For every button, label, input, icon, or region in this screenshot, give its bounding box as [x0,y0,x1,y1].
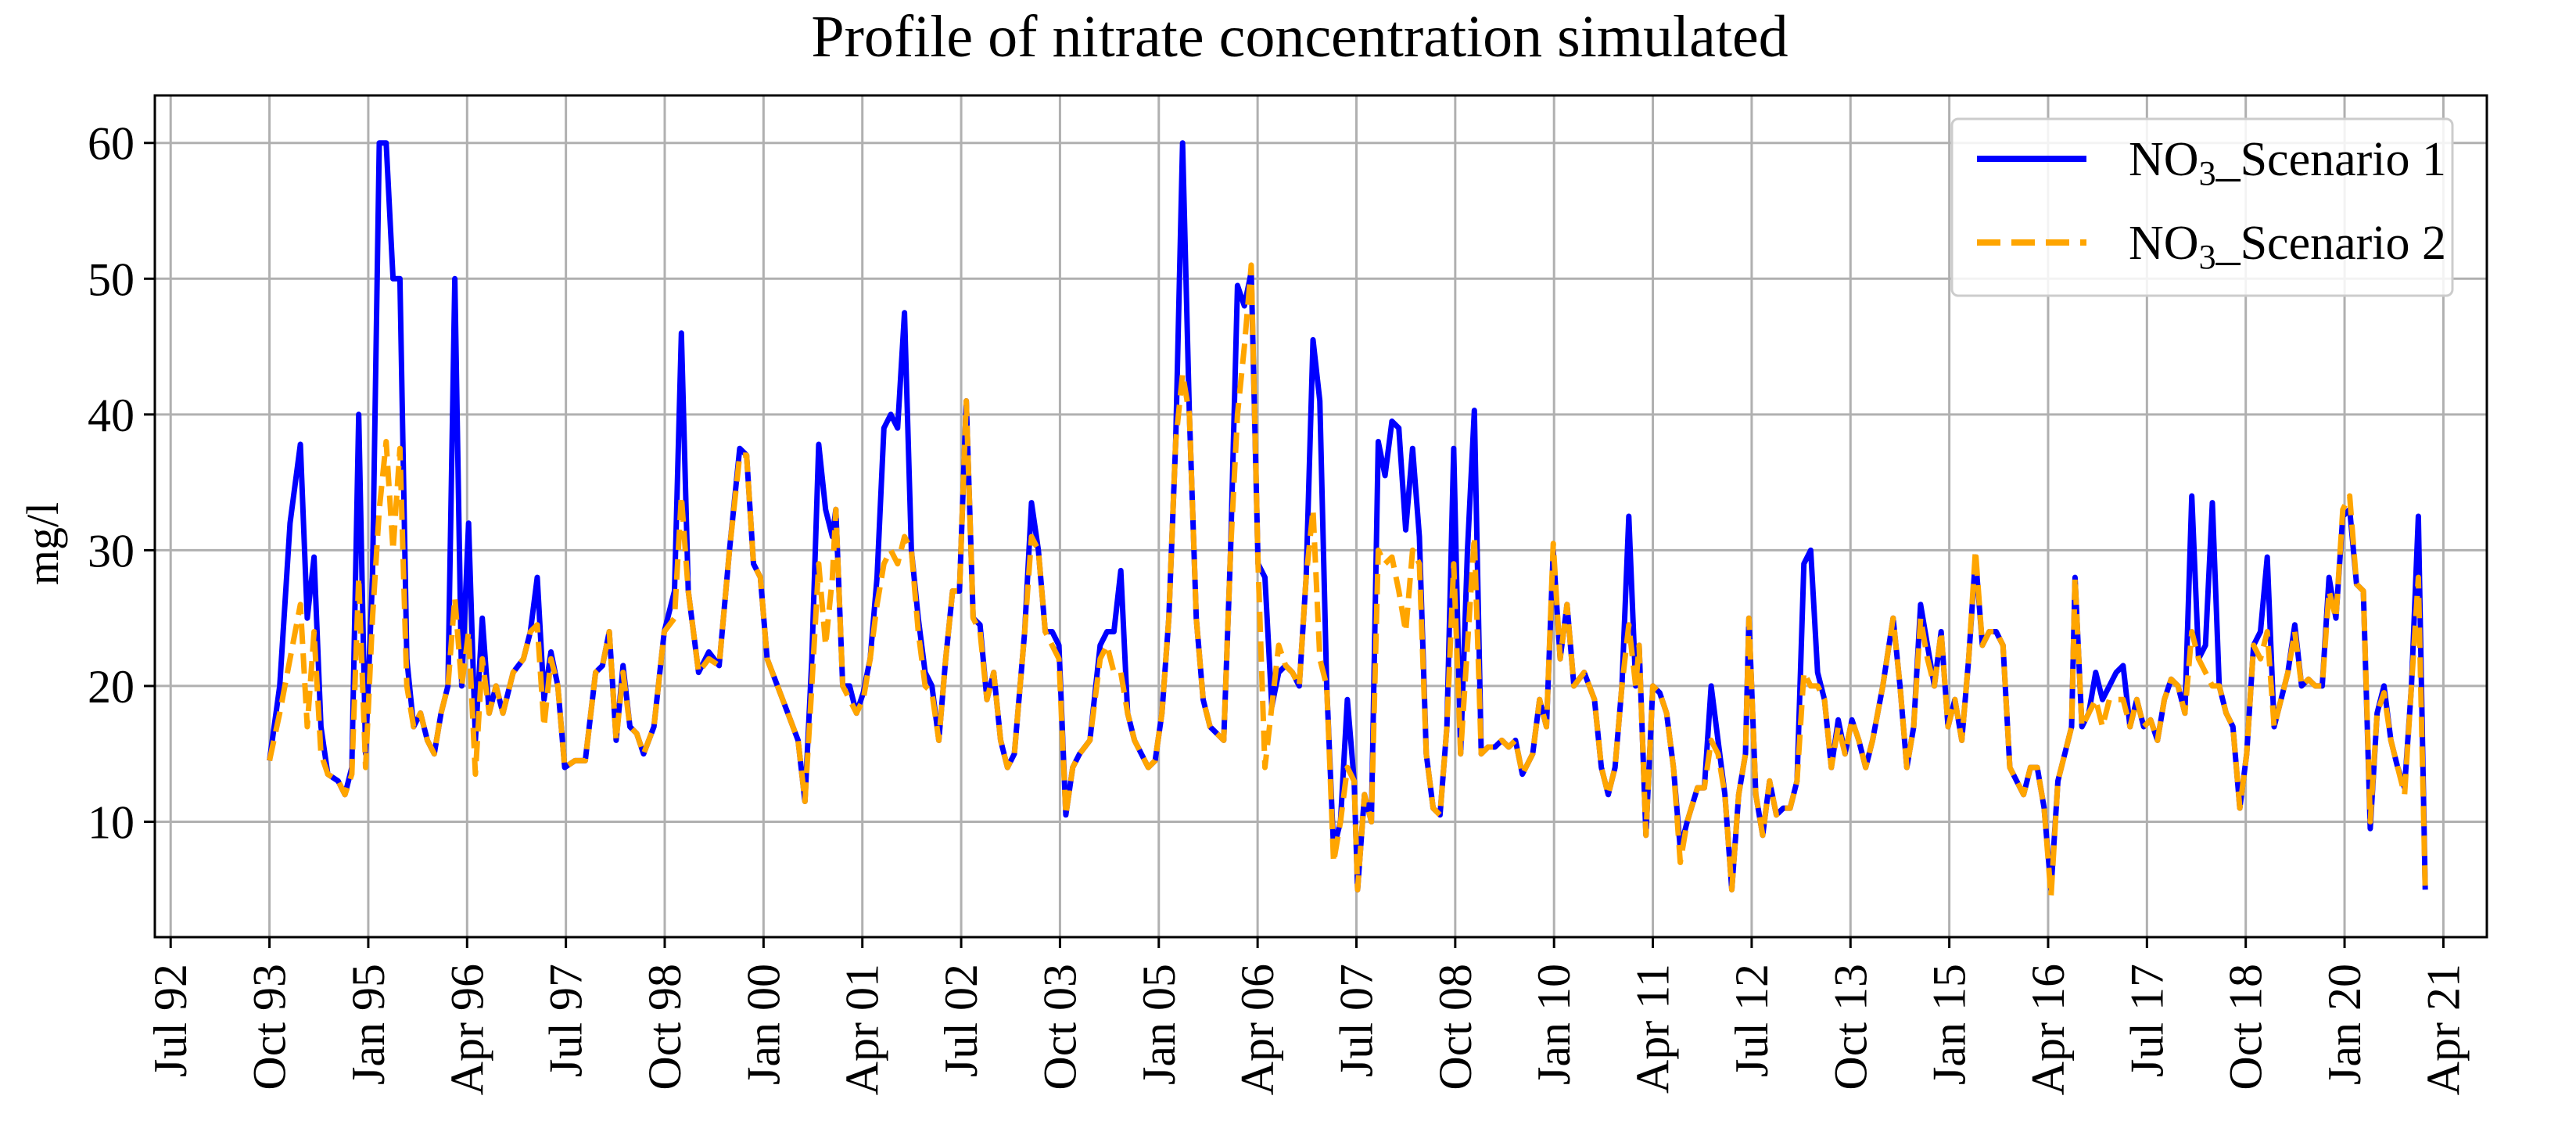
legend-box [1950,117,2454,297]
y-axis-label: mg/l [17,502,68,585]
y-tick-label: 10 [88,796,135,848]
x-tick-label: Oct 98 [639,964,691,1090]
x-tick-label: Jul 92 [145,964,196,1077]
y-tick-label: 40 [88,390,135,441]
legend-label-scenario-2: NO3_Scenario 2 [2129,217,2446,276]
x-ticks: Jul 92 Oct 93 Jan 95 Apr 96 Jul 97 Oct 98 Jan … [145,937,2469,1095]
series-layer [267,140,2428,900]
x-tick-label: Oct 08 [1430,964,1481,1090]
x-tick-label: Jan 95 [343,964,394,1085]
x-tick-label: Jan 10 [1528,964,1580,1085]
x-tick-label: Apr 21 [2417,964,2469,1095]
x-tick-label: Jan 20 [2319,964,2370,1085]
legend-label-scenario-1: NO3_Scenario 1 [2129,133,2446,192]
x-tick-label: Apr 01 [837,964,888,1095]
x-tick-label: Oct 03 [1034,964,1085,1090]
chart-title: Profile of nitrate concentration simulat… [811,4,1788,70]
x-tick-label: Oct 93 [244,964,296,1090]
x-tick-label: Jan 15 [1924,964,1975,1085]
x-tick-label: Jul 17 [2121,964,2172,1077]
x-tick-label: Oct 18 [2220,964,2272,1090]
y-tick-label: 20 [88,661,135,713]
x-tick-label: Apr 96 [441,964,493,1095]
x-tick-label: Apr 16 [2022,964,2074,1095]
x-tick-label: Apr 11 [1627,964,1679,1094]
y-tick-label: 60 [88,118,135,170]
y-tick-label: 50 [88,253,135,305]
x-tick-label: Oct 13 [1824,964,1876,1090]
x-tick-label: Jan 05 [1133,964,1185,1085]
x-tick-label: Jan 00 [737,964,789,1085]
x-tick-label: Jul 97 [540,964,592,1077]
x-tick-label: Apr 06 [1232,964,1283,1095]
legend: NO3_Scenario 1 NO3_Scenario 2 [1950,117,2454,297]
y-tick-label: 30 [88,525,135,577]
series-line-scenario-2 [267,262,2428,900]
x-tick-label: Jul 12 [1726,964,1778,1077]
x-tick-label: Jul 02 [935,964,987,1077]
x-tick-label: Jul 07 [1330,964,1382,1077]
y-ticks: 10 20 30 40 50 60 [88,118,155,848]
plot-frame [153,94,2488,939]
